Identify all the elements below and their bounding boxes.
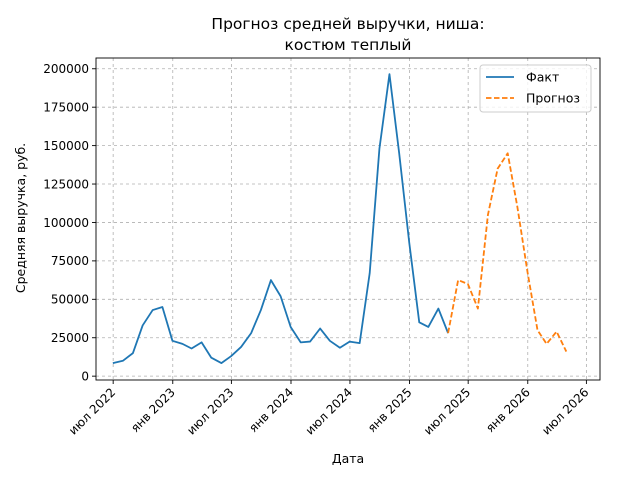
chart-title-line-2: костюм теплый [285,36,412,54]
forecast-data-point [477,307,479,309]
y-tick-label: 150000 [43,139,89,153]
legend-label-forecast: Прогноз [526,91,580,106]
fact-data-point [260,309,262,311]
fact-data-point [112,362,114,364]
y-tick-label: 175000 [43,100,89,114]
fact-data-point [230,355,232,357]
fact-data-point [250,332,252,334]
plot-frame [95,57,601,381]
fact-data-point [348,340,350,342]
forecast-data-point [536,329,538,331]
fact-data-point [151,309,153,311]
y-axis-label: Средняя выручка, руб. [13,143,28,293]
fact-data-point [270,279,272,281]
fact-data-point [122,360,124,362]
fact-data-point [408,241,410,243]
forecast-series-line [447,152,568,352]
fact-data-point [240,346,242,348]
fact-data-point [190,347,192,349]
fact-data-point [141,324,143,326]
fact-data-point [279,295,281,297]
legend: Факт Прогноз [479,64,592,113]
fact-data-point [339,347,341,349]
fact-data-point [358,342,360,344]
fact-data-point [319,327,321,329]
y-tick-label: 0 [81,369,89,383]
series-layer [112,73,568,364]
chart-title-line-1: Прогноз средней выручки, ниша: [211,15,484,33]
forecast-data-point [496,167,498,169]
y-tick-label: 75000 [51,254,89,268]
grid [96,58,600,380]
chart-title: Прогноз средней выручки, ниша: костюм те… [211,15,484,54]
fact-data-point [300,341,302,343]
y-tick-label: 125000 [43,177,89,191]
forecast-data-point [545,343,547,345]
fact-data-point [200,341,202,343]
fact-data-point [369,272,371,274]
forecast-data-point [506,152,508,154]
y-tick-label: 100000 [43,216,89,230]
forecast-data-point [526,270,528,272]
fact-data-point [309,340,311,342]
fact-data-point [220,362,222,364]
forecast-data-point [467,283,469,285]
fact-data-point [132,352,134,354]
y-tick-label: 50000 [51,293,89,307]
fact-data-point [161,306,163,308]
x-axis-label: Дата [332,451,364,466]
fact-data-point [378,147,380,149]
fact-series-line [112,73,449,364]
fact-data-point [388,73,390,75]
forecast-data-point [516,206,518,208]
forecast-data-point [487,214,489,216]
fact-data-point [289,326,291,328]
fact-data-point [437,307,439,309]
fact-data-point [171,340,173,342]
y-tick-label: 25000 [51,331,89,345]
forecast-data-point [565,350,567,352]
forecast-data-point [457,279,459,281]
forecast-data-point [555,330,557,332]
forecast-data-point [447,332,449,334]
legend-label-fact: Факт [526,70,559,85]
fact-data-point [210,357,212,359]
fact-data-point [418,321,420,323]
fact-data-point [329,340,331,342]
fact-data-point [427,326,429,328]
fact-data-point [181,343,183,345]
fact-data-point [398,152,400,154]
y-tick-label: 200000 [43,62,89,76]
